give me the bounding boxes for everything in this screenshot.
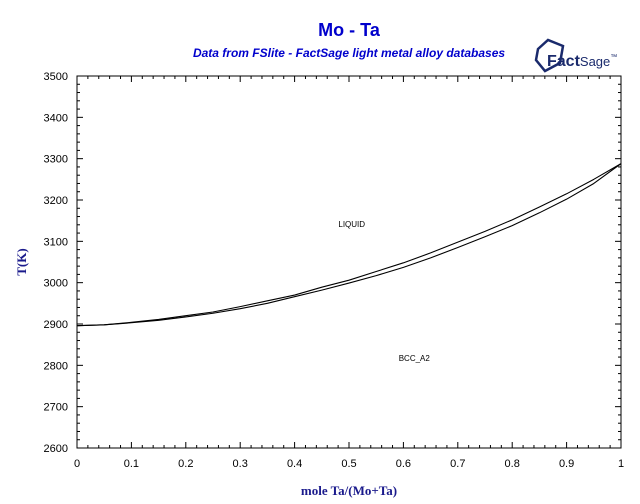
- chart-title: Mo - Ta: [318, 20, 381, 40]
- chart-subtitle: Data from FSlite - FactSage light metal …: [193, 46, 505, 60]
- factsage-logo-mark-icon: [534, 38, 565, 73]
- liquidus-line: [76, 163, 622, 327]
- x-tick-label: 0.5: [341, 458, 356, 470]
- phase-region-label: BCC_A2: [399, 354, 431, 363]
- x-tick-label: 0.1: [124, 458, 139, 470]
- phase-region-labels: LIQUID BCC_A2: [338, 220, 430, 363]
- phase-region-label: LIQUID: [338, 220, 365, 229]
- x-axis-label: mole Ta/(Mo+Ta): [301, 483, 397, 498]
- y-tick-label: 3300: [44, 154, 68, 166]
- y-tick-label: 3400: [44, 112, 68, 124]
- y-tick-label: 2600: [44, 443, 68, 455]
- axis-ticks: [76, 75, 622, 449]
- x-tick-label: 0.3: [233, 458, 248, 470]
- x-tick-label: 0.6: [396, 458, 411, 470]
- x-tick-label: 0: [74, 458, 80, 470]
- x-tick-label: 0.8: [505, 458, 520, 470]
- phase-boundary-curves: [76, 163, 622, 327]
- y-tick-label: 3200: [44, 195, 68, 207]
- factsage-logo-text: FactSage™: [547, 53, 617, 70]
- y-tick-label: 2900: [44, 319, 68, 331]
- y-tick-label: 3100: [44, 236, 68, 248]
- plot-area-frame: [76, 75, 622, 449]
- axis-tick-labels: 0 0.1 0.2 0.3 0.4 0.5 0.6 0.7 0.8 0.9 1 2600 2700 280…: [44, 71, 625, 470]
- y-tick-label: 2700: [44, 402, 68, 414]
- factsage-logo-part1: Fact: [547, 53, 581, 70]
- solidus-line: [76, 163, 622, 327]
- factsage-logo-part2: Sage: [580, 54, 610, 69]
- y-axis-label: T(K): [14, 248, 29, 275]
- y-tick-label: 3000: [44, 278, 68, 290]
- x-tick-label: 1: [618, 458, 624, 470]
- y-tick-label: 3500: [44, 71, 68, 83]
- y-tick-label: 2800: [44, 360, 68, 372]
- x-tick-label: 0.2: [178, 458, 193, 470]
- factsage-logo: FactSage™: [534, 38, 617, 73]
- x-tick-label: 0.4: [287, 458, 302, 470]
- x-tick-label: 0.7: [450, 458, 465, 470]
- x-tick-label: 0.9: [559, 458, 574, 470]
- factsage-logo-mark: ™: [610, 54, 617, 61]
